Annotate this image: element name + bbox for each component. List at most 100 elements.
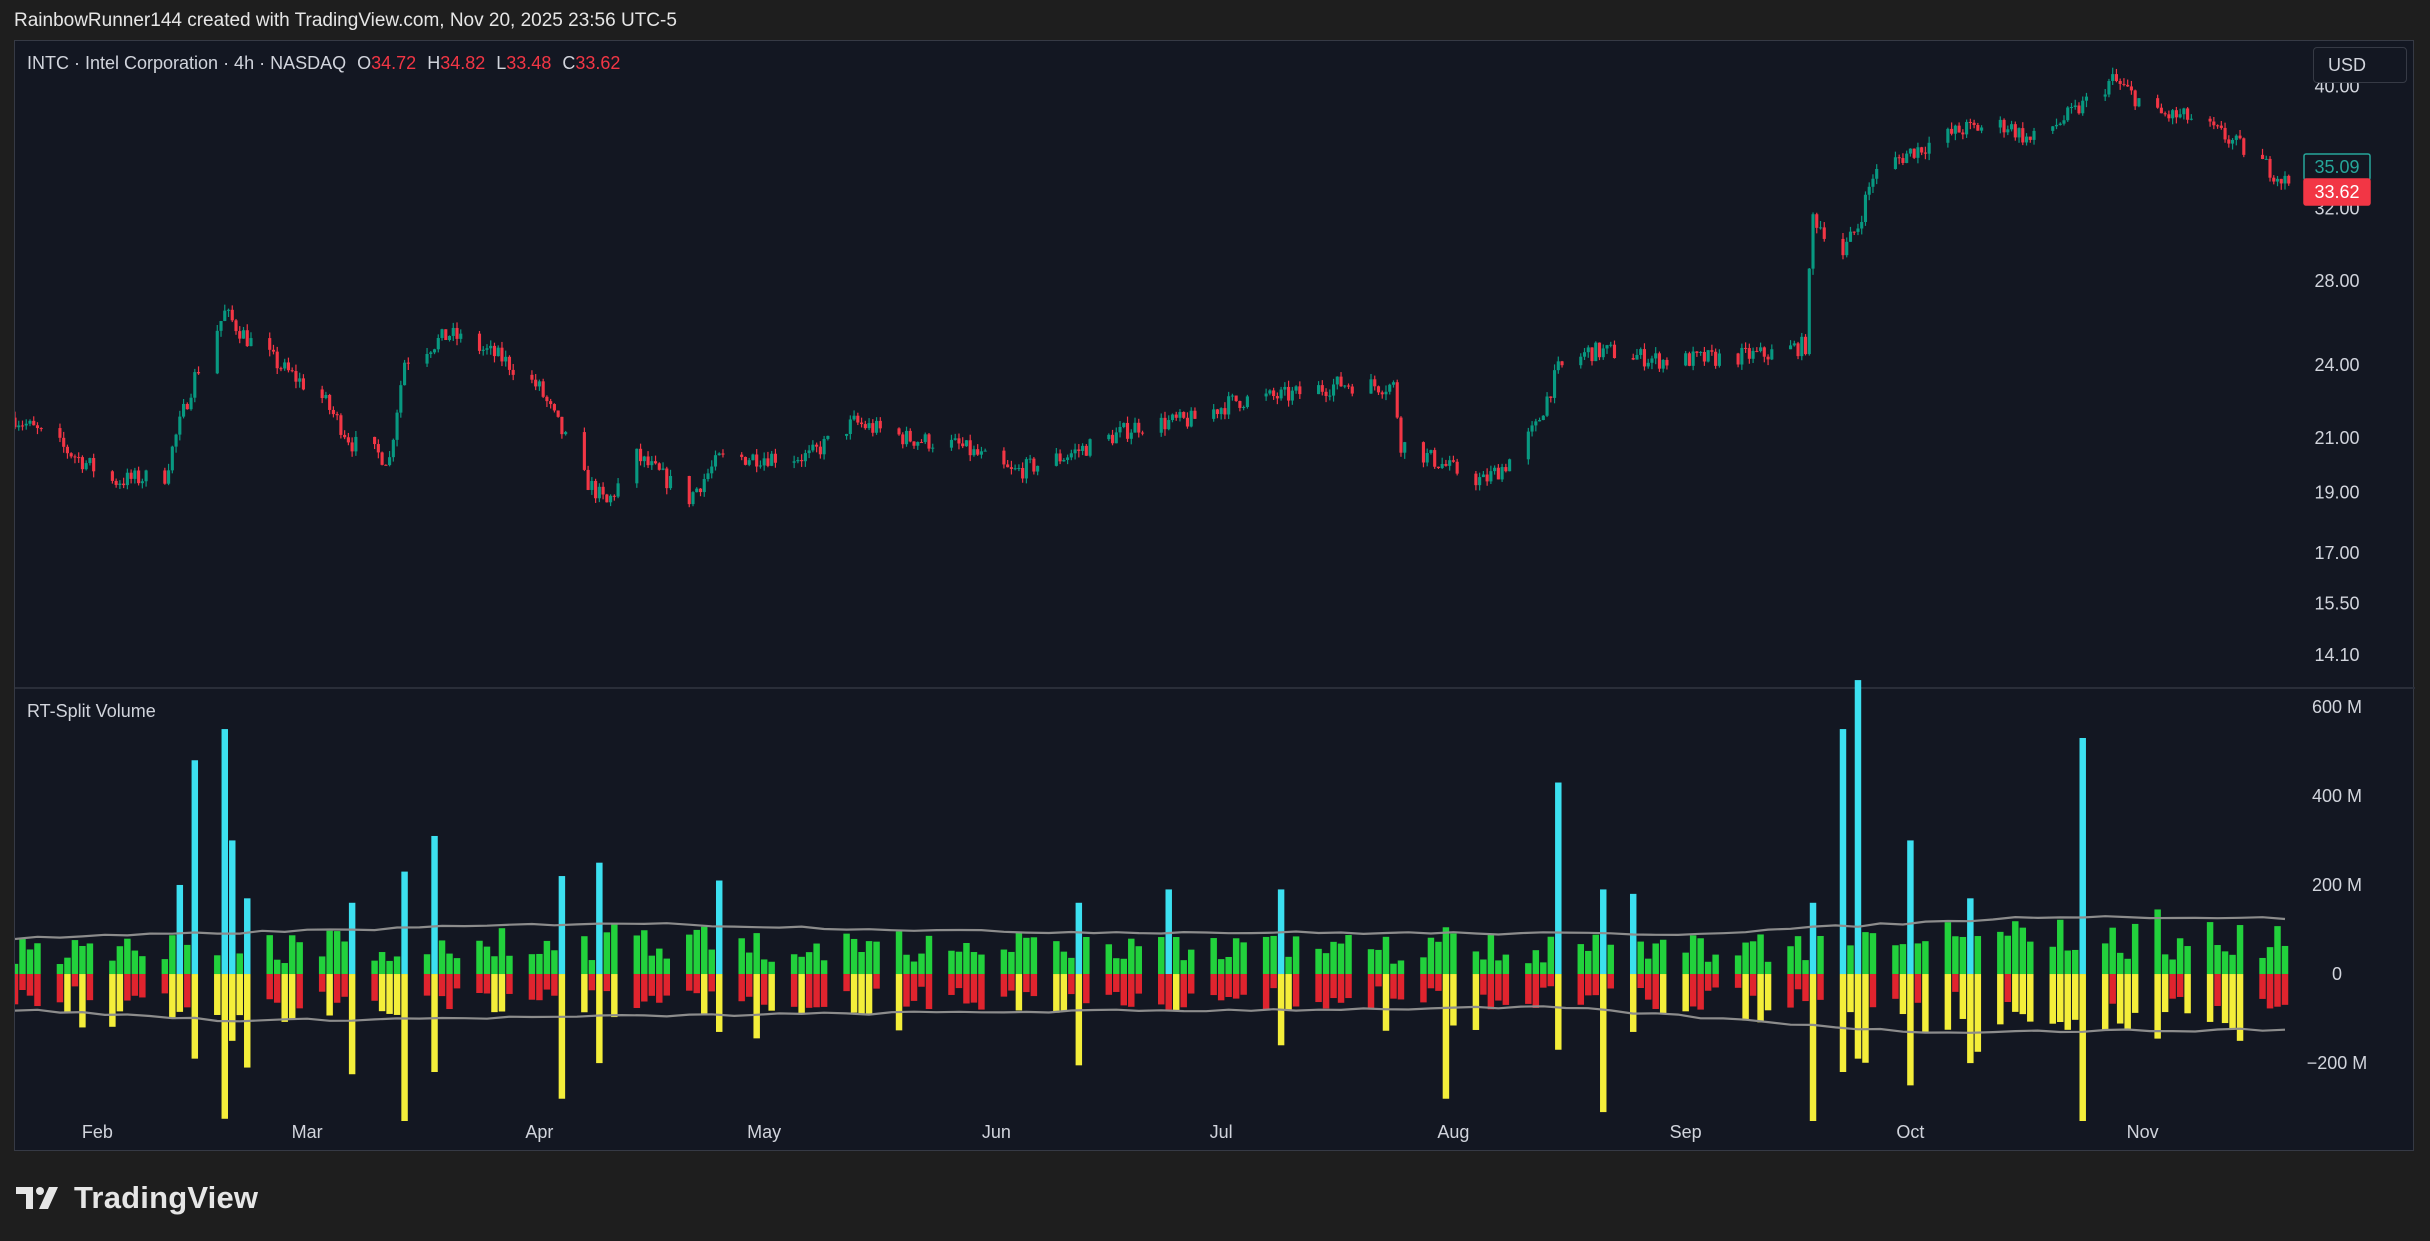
volume-bar xyxy=(169,935,176,1019)
candle xyxy=(1759,342,1763,353)
volume-bar xyxy=(1809,902,1817,1121)
price-axis[interactable]: 40.0032.0028.0024.0021.0019.0017.0015.50… xyxy=(2314,77,2359,665)
candle xyxy=(845,433,849,440)
candle xyxy=(1702,346,1706,366)
candle xyxy=(1493,465,1497,475)
candle xyxy=(612,494,616,501)
candle xyxy=(2118,78,2122,90)
candle xyxy=(687,475,691,508)
candle xyxy=(1717,349,1721,368)
volume-bar xyxy=(71,940,79,987)
volume-bar xyxy=(1997,931,2004,1025)
volume-bar xyxy=(1397,960,1405,1000)
candle xyxy=(534,374,538,391)
candle xyxy=(174,433,178,453)
volume-bar xyxy=(1427,937,1435,989)
candle xyxy=(140,478,144,489)
currency-button[interactable]: USD xyxy=(2313,47,2407,83)
volume-bar xyxy=(925,935,933,1010)
volume-bar xyxy=(273,959,281,1003)
tradingview-brand[interactable]: TradingView xyxy=(16,1180,258,1216)
candle xyxy=(1451,455,1455,463)
candle xyxy=(1807,268,1811,356)
volume-pane-title[interactable]: RT-Split Volume xyxy=(27,701,156,721)
candle xyxy=(1163,411,1167,436)
candle xyxy=(1594,341,1598,362)
candle xyxy=(537,379,541,391)
candle xyxy=(2186,107,2190,124)
price-tags: 35.09 33.62 xyxy=(2303,153,2371,206)
candle xyxy=(1002,447,1006,469)
volume-bar xyxy=(641,930,648,1002)
volume-bar xyxy=(1435,941,1442,991)
chart-frame[interactable]: 40.00 32.00 28.00 24.00 21.00 19.00 17.00 15.50… xyxy=(14,40,2415,1152)
time-axis[interactable]: Feb Mar Apr May Jun Jul Aug Sep Oct Nov xyxy=(82,1122,2159,1142)
time-tick-label: Jul xyxy=(1210,1122,1233,1142)
candle xyxy=(2009,120,2014,132)
price-tick-label: 24.00 xyxy=(2314,355,2359,375)
candle xyxy=(897,427,901,436)
candle xyxy=(2283,171,2287,190)
candle xyxy=(1665,357,1669,370)
volume-bar xyxy=(2184,946,2191,1014)
candle xyxy=(178,410,182,441)
candle xyxy=(1504,463,1508,473)
prev-close-tag-label: 35.09 xyxy=(2314,157,2359,177)
volume-bar xyxy=(1817,935,1824,1000)
candle xyxy=(1635,348,1639,360)
candle xyxy=(477,331,482,355)
candle xyxy=(1875,164,1879,185)
volume-bar xyxy=(401,871,408,1121)
candle xyxy=(65,444,70,459)
volume-bar xyxy=(1075,902,1083,1066)
candle xyxy=(1395,379,1399,419)
volume-bar xyxy=(1532,950,1540,1008)
volume-bar xyxy=(805,952,813,1008)
candle xyxy=(15,411,17,430)
volume-bar xyxy=(955,951,963,989)
volume-bar xyxy=(1217,959,1225,1001)
volume-bar xyxy=(1495,960,1502,1001)
volume-axis[interactable]: 600 M 400 M 200 M 0 −200 M xyxy=(2307,697,2368,1073)
candle xyxy=(2163,111,2167,117)
volume-bar xyxy=(2109,927,2116,1004)
candle xyxy=(1227,391,1231,419)
price-tick-label: 19.00 xyxy=(2314,483,2359,503)
volume-bar xyxy=(895,931,903,1031)
candle xyxy=(1552,364,1557,404)
candle xyxy=(189,393,193,411)
candle xyxy=(403,359,407,386)
candle xyxy=(481,346,485,356)
candle xyxy=(912,441,916,449)
candle xyxy=(800,454,804,467)
candle xyxy=(1916,142,1920,164)
candle xyxy=(968,434,972,462)
candle xyxy=(2174,106,2178,124)
candle xyxy=(215,325,219,375)
candle xyxy=(1586,345,1590,358)
time-tick-label: May xyxy=(747,1122,781,1142)
symbol-legend[interactable]: INTC · Intel Corporation · 4h · NASDAQ O… xyxy=(27,53,620,74)
volume-bar xyxy=(1270,935,1277,989)
volume-bar xyxy=(738,938,745,1002)
candle xyxy=(380,451,384,466)
price-tick-label: 21.00 xyxy=(2314,428,2359,448)
candle xyxy=(642,455,646,468)
candle xyxy=(743,456,748,466)
candle xyxy=(2189,114,2193,121)
candle xyxy=(1021,462,1025,483)
candle xyxy=(713,450,718,471)
candle xyxy=(1965,119,1969,138)
volume-bar xyxy=(326,930,333,1016)
candle xyxy=(2219,120,2223,130)
candle xyxy=(1841,233,1845,260)
candle xyxy=(706,468,710,482)
chart-canvas[interactable]: 40.0032.0028.0024.0021.0019.0017.0015.50… xyxy=(15,41,2415,1152)
volume-bar xyxy=(1637,941,1644,989)
candle xyxy=(1283,382,1287,396)
volume-bar xyxy=(858,951,865,1015)
time-tick-label: Apr xyxy=(525,1122,553,1142)
close-label: C xyxy=(562,53,576,73)
candle xyxy=(867,418,871,431)
candle xyxy=(755,449,759,473)
